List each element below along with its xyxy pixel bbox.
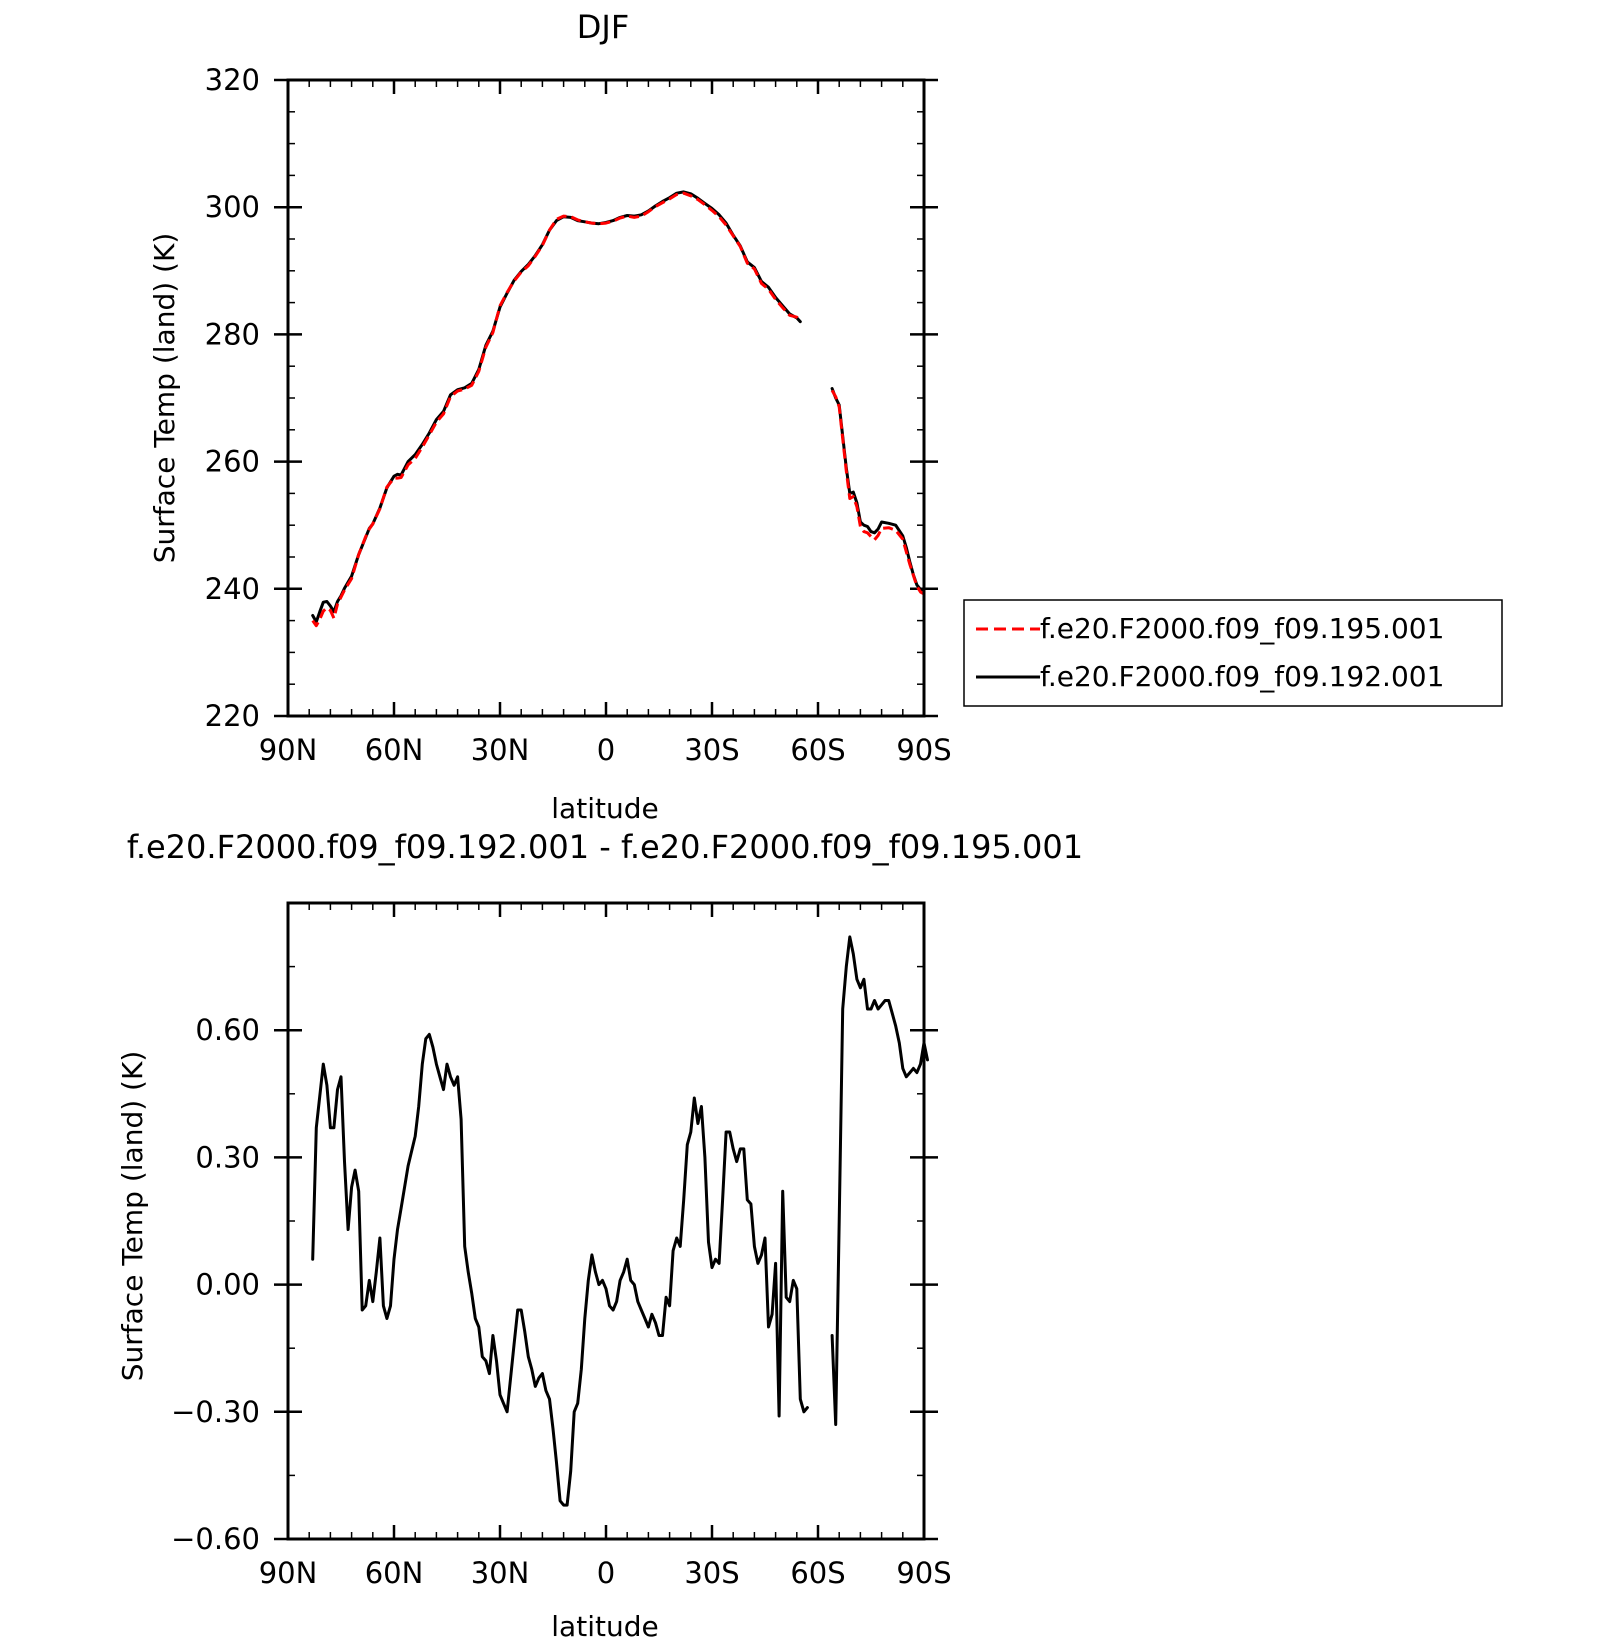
y-tick-label: 240 — [205, 572, 260, 606]
top-chart-lines — [311, 190, 926, 628]
y-tick-label: 0.30 — [195, 1140, 260, 1174]
x-tick-label: 90N — [259, 1556, 318, 1590]
x-tick-label: 60N — [365, 1556, 424, 1590]
bottom-chart: f.e20.F2000.f09_f09.192.001 - f.e20.F200… — [116, 828, 1083, 1641]
legend-label-series-1: f.e20.F2000.f09_f09.195.001 — [1040, 612, 1444, 645]
bottom-chart-ticks: 90N 60N 30N 0 30S 60S 90S −0.60 −0.30 0.00 0.30 0.6… — [171, 902, 952, 1590]
series-line-1-segment-2 — [830, 389, 925, 596]
x-tick-label: 0 — [597, 1556, 615, 1590]
series-line-2-segment-1 — [311, 190, 802, 624]
series-line-2-segment-2 — [830, 387, 926, 592]
y-tick-label: 280 — [205, 317, 260, 351]
legend-box — [963, 599, 1503, 707]
series-line-1-segment-1 — [311, 191, 802, 628]
bottom-chart-lines — [311, 935, 929, 1507]
x-tick-label: 90S — [896, 1556, 951, 1590]
x-tick-label: 60S — [790, 1556, 845, 1590]
x-tick-label: 30N — [471, 1556, 530, 1590]
y-tick-label: 260 — [205, 445, 260, 479]
y-tick-label: 300 — [205, 190, 260, 224]
top-chart: DJF 90N 60N 30N 0 30S 60S 90S 220 240 260 280 300 32… — [148, 8, 1503, 825]
top-chart-y-axis-label: Surface Temp (land) (K) — [148, 233, 181, 564]
bottom-chart-plot-frame — [286, 901, 926, 1541]
series-line-1-segment-2 — [830, 935, 929, 1426]
x-tick-label: 30S — [684, 733, 739, 767]
top-chart-title: DJF — [577, 8, 629, 46]
series-line-1-segment-1 — [311, 1032, 809, 1507]
y-tick-label: 320 — [205, 63, 260, 97]
y-tick-label: 0.00 — [195, 1268, 260, 1302]
y-tick-label: −0.30 — [171, 1395, 260, 1429]
x-tick-label: 60S — [790, 733, 845, 767]
x-tick-label: 0 — [597, 733, 615, 767]
y-tick-label: 220 — [205, 699, 260, 733]
x-tick-label: 60N — [365, 733, 424, 767]
x-tick-label: 30N — [471, 733, 530, 767]
legend-label-series-2: f.e20.F2000.f09_f09.192.001 — [1040, 660, 1444, 693]
y-tick-label: −0.60 — [171, 1522, 260, 1556]
top-chart-plot-frame — [286, 78, 926, 718]
bottom-chart-title: f.e20.F2000.f09_f09.192.001 - f.e20.F200… — [127, 828, 1083, 866]
x-tick-label: 90S — [896, 733, 951, 767]
bottom-chart-x-axis-label: latitude — [551, 1610, 658, 1641]
x-tick-label: 30S — [684, 1556, 739, 1590]
bottom-chart-y-axis-label: Surface Temp (land) (K) — [116, 1051, 149, 1382]
top-chart-legend: f.e20.F2000.f09_f09.195.001 f.e20.F2000.… — [963, 599, 1503, 707]
x-tick-label: 90N — [259, 733, 318, 767]
y-tick-label: 0.60 — [195, 1013, 260, 1047]
top-chart-x-axis-label: latitude — [551, 792, 658, 825]
